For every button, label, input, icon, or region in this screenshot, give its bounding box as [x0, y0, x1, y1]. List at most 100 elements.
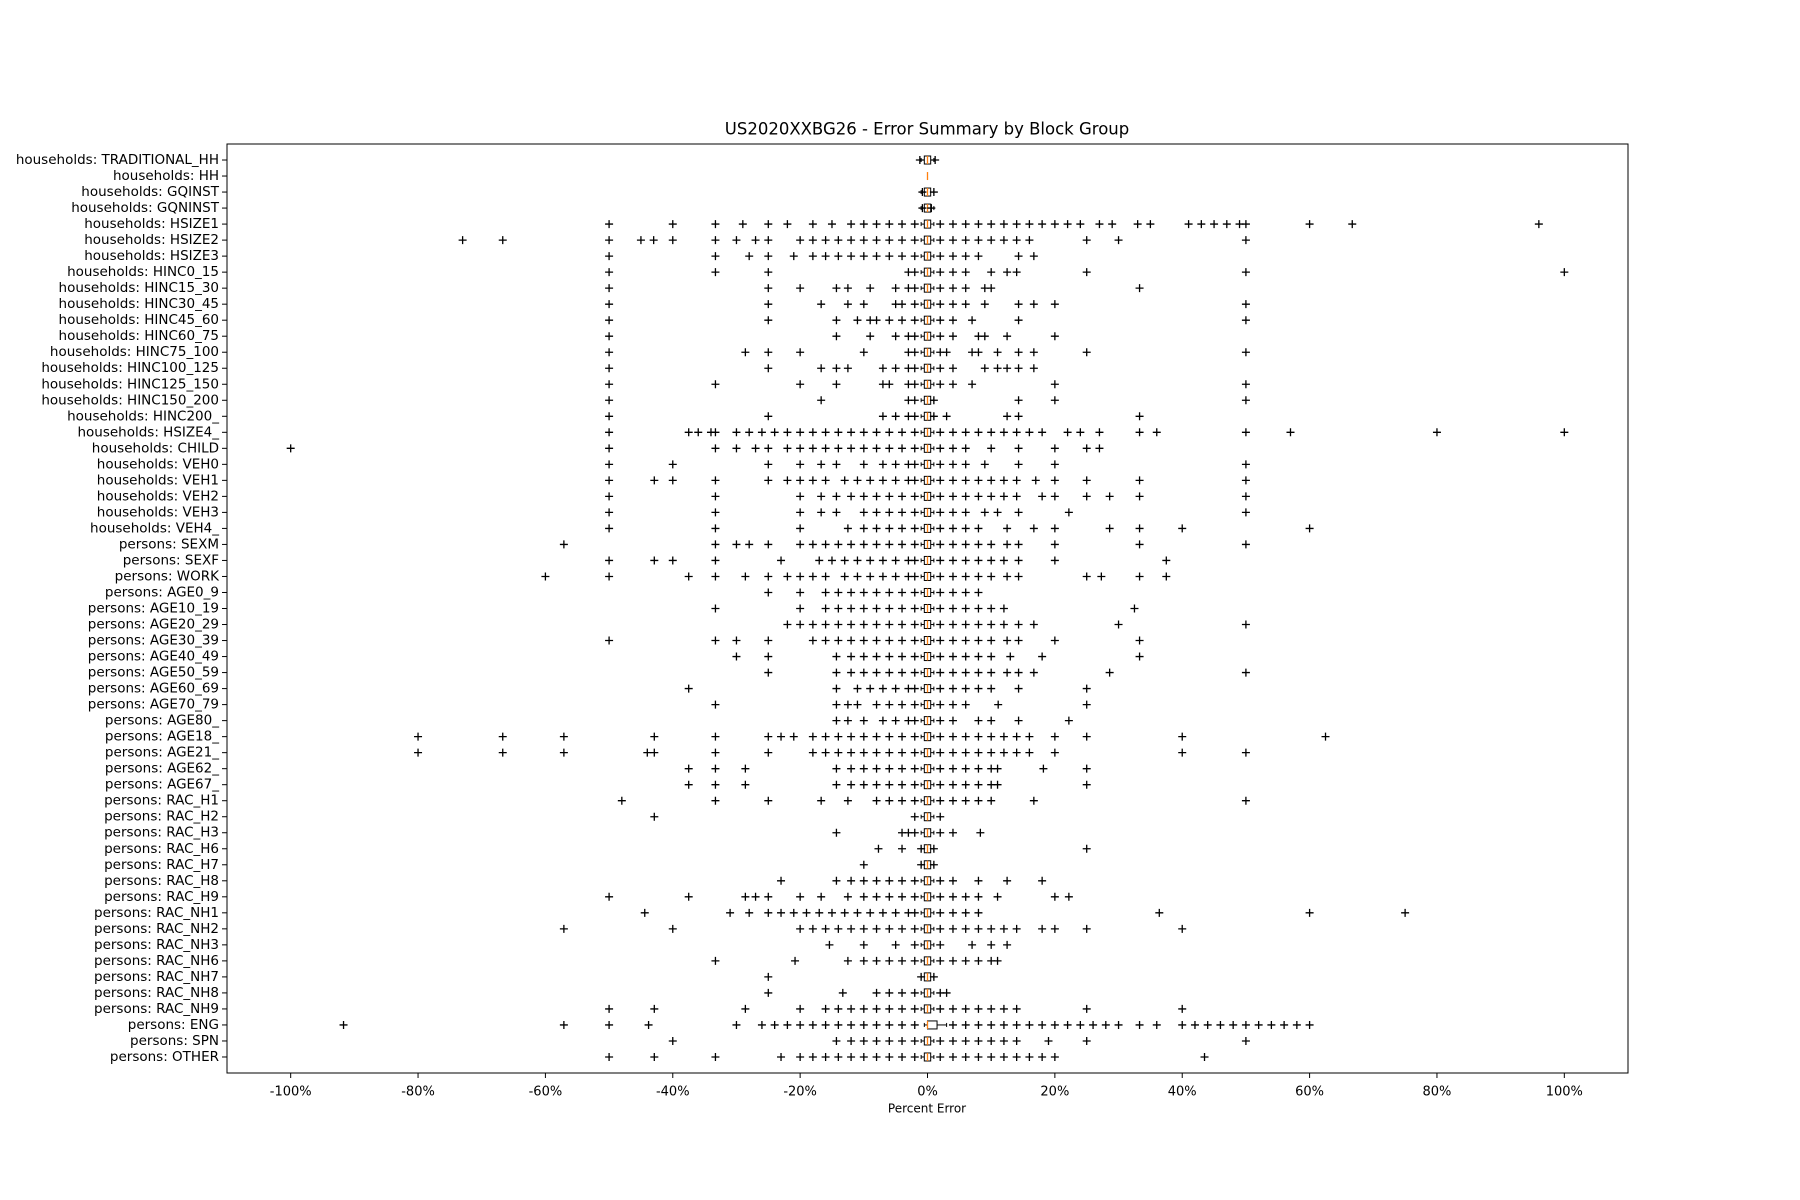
outlier [834, 428, 843, 437]
outlier [936, 764, 945, 773]
x-tick-label: -80% [401, 1085, 435, 1100]
outlier [980, 508, 989, 517]
outlier [910, 348, 919, 357]
outlier [961, 796, 970, 805]
outlier [961, 588, 970, 597]
outlier [741, 780, 750, 789]
outlier [1254, 1020, 1263, 1029]
outlier [910, 1052, 919, 1061]
outlier [931, 156, 940, 165]
outlier [961, 524, 970, 533]
outlier [1190, 1020, 1199, 1029]
outlier [878, 572, 887, 581]
outlier [898, 1020, 907, 1029]
outlier [936, 1004, 945, 1013]
outlier [910, 492, 919, 501]
outlier [1014, 540, 1023, 549]
outlier [605, 492, 614, 501]
outlier [936, 364, 945, 373]
outlier [843, 284, 852, 293]
outlier [961, 540, 970, 549]
y-tick-label: households: GQINST [81, 184, 219, 200]
outlier [961, 780, 970, 789]
outlier [817, 460, 826, 469]
outlier [885, 732, 894, 741]
outlier [847, 428, 856, 437]
outlier [910, 508, 919, 517]
outlier [987, 924, 996, 933]
outlier [711, 220, 720, 229]
outlier [859, 588, 868, 597]
outlier [711, 700, 720, 709]
outlier [987, 1004, 996, 1013]
outlier [668, 460, 677, 469]
outlier [821, 588, 830, 597]
outlier [872, 652, 881, 661]
outlier [605, 460, 614, 469]
outlier [668, 476, 677, 485]
outlier [961, 300, 970, 309]
outlier [948, 780, 957, 789]
outlier [605, 428, 614, 437]
outlier [1200, 1052, 1209, 1061]
outlier [872, 604, 881, 613]
outlier [650, 748, 659, 757]
outlier [1241, 268, 1250, 277]
outlier [936, 924, 945, 933]
outlier [1012, 428, 1021, 437]
outlier [770, 428, 779, 437]
outlier [1105, 492, 1114, 501]
outlier [910, 716, 919, 725]
outlier [987, 940, 996, 949]
outlier [1063, 428, 1072, 437]
outlier [910, 412, 919, 421]
y-tick-label: persons: RAC_NH6 [94, 953, 219, 969]
outlier [1050, 892, 1059, 901]
outlier [948, 524, 957, 533]
outlier [910, 940, 919, 949]
outlier [1012, 492, 1021, 501]
outlier [821, 444, 830, 453]
outlier [789, 252, 798, 261]
outlier [976, 828, 985, 837]
outlier [684, 572, 693, 581]
outlier [859, 300, 868, 309]
outlier [948, 556, 957, 565]
outlier [942, 412, 951, 421]
outlier [885, 780, 894, 789]
outlier [847, 252, 856, 261]
outlier [859, 780, 868, 789]
outlier [974, 556, 983, 565]
outlier [859, 540, 868, 549]
outlier [936, 524, 945, 533]
outlier [745, 540, 754, 549]
outlier [741, 764, 750, 773]
outlier [808, 540, 817, 549]
outlier [898, 588, 907, 597]
outlier [847, 620, 856, 629]
outlier [874, 844, 883, 853]
outlier [936, 796, 945, 805]
outlier [910, 876, 919, 885]
outlier [885, 252, 894, 261]
x-tick-label: -20% [783, 1085, 817, 1100]
outlier [948, 1020, 957, 1029]
outlier [1241, 316, 1250, 325]
outlier [711, 252, 720, 261]
outlier [1082, 700, 1091, 709]
outlier [1064, 716, 1073, 725]
outlier [1082, 572, 1091, 581]
outlier [961, 668, 970, 677]
outlier [1178, 924, 1187, 933]
outlier [910, 300, 919, 309]
outlier [898, 1052, 907, 1061]
outlier [936, 380, 945, 389]
outlier [834, 924, 843, 933]
outlier [974, 876, 983, 885]
outlier [847, 748, 856, 757]
outlier [821, 636, 830, 645]
y-tick-label: persons: RAC_H2 [104, 809, 219, 825]
outlier [859, 892, 868, 901]
outlier [898, 1004, 907, 1013]
outlier [936, 588, 945, 597]
